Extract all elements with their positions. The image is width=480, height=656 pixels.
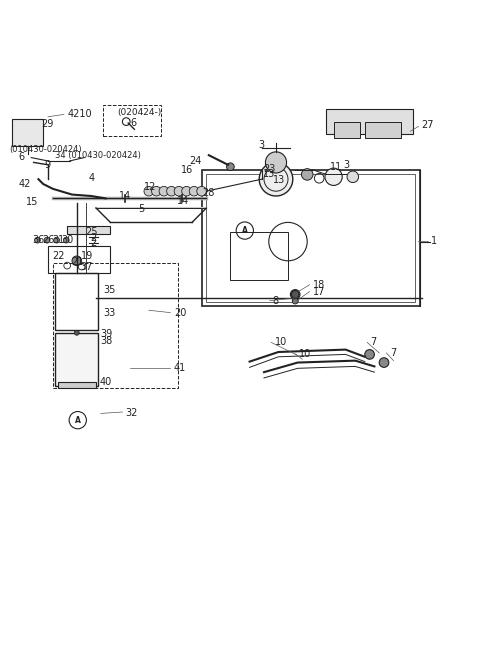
- Bar: [55, 273, 98, 331]
- Text: 37: 37: [81, 262, 93, 272]
- Text: 5: 5: [138, 204, 144, 214]
- Circle shape: [197, 186, 206, 196]
- Text: 1: 1: [431, 236, 437, 245]
- Text: 19: 19: [81, 251, 93, 262]
- Text: 10: 10: [299, 350, 311, 359]
- Text: (010430-020424): (010430-020424): [10, 145, 82, 154]
- Circle shape: [325, 168, 342, 186]
- Bar: [53, 263, 178, 388]
- Circle shape: [63, 237, 69, 243]
- Bar: [55, 333, 98, 386]
- Text: 4210: 4210: [67, 110, 92, 119]
- Bar: [230, 232, 288, 280]
- Text: 20: 20: [174, 308, 186, 318]
- Circle shape: [292, 298, 298, 304]
- Bar: [206, 174, 415, 302]
- Circle shape: [182, 186, 192, 196]
- Bar: [48, 247, 110, 273]
- Text: 2: 2: [90, 233, 96, 243]
- Bar: [103, 105, 161, 136]
- Text: 32: 32: [126, 409, 138, 419]
- Bar: [365, 121, 401, 138]
- Circle shape: [159, 186, 168, 196]
- Text: 33: 33: [103, 308, 116, 318]
- Circle shape: [290, 289, 300, 299]
- Circle shape: [259, 163, 293, 196]
- Circle shape: [301, 169, 313, 180]
- Circle shape: [167, 186, 176, 196]
- Bar: [58, 382, 96, 388]
- Circle shape: [54, 237, 60, 243]
- Text: 12: 12: [144, 182, 156, 192]
- Bar: [67, 226, 110, 234]
- Text: 17: 17: [313, 287, 325, 297]
- Text: 42: 42: [18, 179, 31, 189]
- Text: 6: 6: [18, 152, 24, 161]
- Text: A: A: [75, 416, 81, 424]
- Bar: [326, 109, 413, 134]
- Text: 23: 23: [263, 163, 276, 174]
- Text: 30: 30: [61, 235, 74, 245]
- Circle shape: [152, 186, 161, 196]
- Text: 18: 18: [313, 280, 325, 290]
- Text: 7: 7: [390, 348, 396, 358]
- Text: 21: 21: [71, 257, 84, 267]
- Bar: [202, 170, 420, 306]
- Text: 14: 14: [177, 195, 189, 206]
- Text: 39: 39: [100, 329, 112, 339]
- Text: 15: 15: [26, 197, 39, 207]
- Text: 29: 29: [41, 119, 53, 129]
- Text: 28: 28: [203, 188, 215, 197]
- Circle shape: [379, 358, 389, 367]
- Text: 6: 6: [131, 117, 137, 127]
- Circle shape: [35, 237, 40, 243]
- Text: 8: 8: [273, 296, 279, 306]
- Text: 3: 3: [258, 140, 264, 150]
- Text: 13: 13: [273, 175, 285, 185]
- Circle shape: [74, 331, 79, 335]
- Text: 38: 38: [100, 337, 112, 346]
- Circle shape: [44, 237, 50, 243]
- Text: 24: 24: [190, 156, 202, 166]
- Text: 3: 3: [343, 160, 349, 170]
- Text: 27: 27: [421, 121, 434, 131]
- Text: 9: 9: [45, 160, 51, 170]
- Text: 34 (010430-020424): 34 (010430-020424): [55, 151, 141, 159]
- Text: A: A: [242, 226, 248, 235]
- Text: 16: 16: [181, 165, 194, 174]
- Text: 35: 35: [103, 285, 116, 295]
- Text: 25: 25: [85, 227, 98, 237]
- Circle shape: [365, 350, 374, 359]
- Bar: [12, 119, 43, 146]
- Text: 41: 41: [174, 363, 186, 373]
- Text: 2: 2: [90, 238, 96, 248]
- Text: 22: 22: [52, 251, 64, 262]
- Text: (020424-): (020424-): [118, 108, 162, 117]
- Text: 7: 7: [371, 337, 377, 348]
- Text: 26: 26: [42, 235, 55, 245]
- Circle shape: [72, 256, 82, 266]
- Circle shape: [265, 152, 287, 173]
- Text: 14: 14: [119, 191, 132, 201]
- Circle shape: [144, 186, 154, 196]
- Text: 40: 40: [100, 377, 112, 387]
- Circle shape: [174, 186, 184, 196]
- Circle shape: [189, 186, 199, 196]
- Text: 11: 11: [330, 162, 343, 173]
- Bar: [334, 121, 360, 138]
- Circle shape: [291, 291, 299, 298]
- Circle shape: [347, 171, 359, 182]
- Circle shape: [227, 163, 234, 171]
- Text: 10: 10: [275, 337, 287, 348]
- Text: 4: 4: [89, 173, 95, 183]
- Text: 31: 31: [52, 235, 64, 245]
- Text: 36: 36: [33, 235, 45, 245]
- Text: 13: 13: [263, 169, 276, 179]
